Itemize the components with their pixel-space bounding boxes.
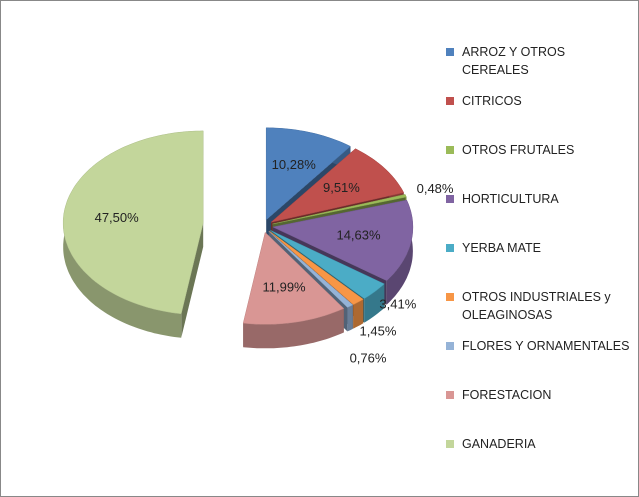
legend-label: CITRICOS bbox=[462, 94, 522, 108]
legend-label: OTROS FRUTALES bbox=[462, 143, 575, 157]
data-label: 9,51% bbox=[323, 180, 360, 195]
legend-swatch bbox=[446, 48, 454, 56]
legend-label: OTROS INDUSTRIALES y OLEAGINOSAS bbox=[462, 290, 611, 322]
legend-label: FORESTACION bbox=[462, 388, 552, 402]
legend-item: FLORES Y ORNAMENTALES bbox=[445, 337, 635, 386]
slice-side bbox=[353, 299, 364, 329]
slice bbox=[272, 199, 414, 281]
legend-swatch bbox=[446, 293, 454, 301]
data-label: 1,45% bbox=[360, 324, 397, 339]
legend-label: YERBA MATE bbox=[462, 241, 541, 255]
slice bbox=[270, 148, 405, 223]
data-label: 10,28% bbox=[272, 157, 317, 172]
legend-label: ARROZ Y OTROS CEREALES bbox=[462, 45, 566, 77]
slice bbox=[272, 194, 407, 225]
legend-item: ARROZ Y OTROS CEREALES bbox=[445, 43, 635, 92]
slice-side bbox=[347, 304, 353, 332]
legend-item: FORESTACION bbox=[445, 386, 635, 435]
legend-swatch bbox=[446, 195, 454, 203]
slice bbox=[268, 231, 354, 308]
legend-item: GANADERIA bbox=[445, 435, 635, 484]
legend-item: OTROS INDUSTRIALES y OLEAGINOSAS bbox=[445, 288, 635, 337]
slice bbox=[265, 127, 351, 221]
legend: ARROZ Y OTROS CEREALES CITRICOS OTROS FRUT… bbox=[445, 43, 635, 484]
data-label: 11,99% bbox=[262, 279, 306, 294]
legend-swatch bbox=[446, 97, 454, 105]
legend-label: GANADERIA bbox=[462, 437, 536, 451]
slice bbox=[62, 130, 204, 315]
data-label: 47,50% bbox=[95, 210, 140, 225]
legend-item: YERBA MATE bbox=[445, 239, 635, 288]
legend-item: CITRICOS bbox=[445, 92, 635, 141]
data-label: 3,41% bbox=[379, 297, 416, 312]
legend-swatch bbox=[446, 440, 454, 448]
slice bbox=[269, 230, 364, 305]
legend-item: HORTICULTURA bbox=[445, 190, 635, 239]
legend-label: FLORES Y ORNAMENTALES bbox=[462, 339, 630, 353]
legend-item: OTROS FRUTALES bbox=[445, 141, 635, 190]
slice-side bbox=[386, 200, 413, 305]
legend-swatch bbox=[446, 391, 454, 399]
slice-wall bbox=[181, 222, 204, 338]
legend-label: HORTICULTURA bbox=[462, 192, 559, 206]
slice-side bbox=[364, 283, 385, 323]
legend-swatch bbox=[446, 244, 454, 252]
data-label: 14,63% bbox=[336, 228, 381, 243]
slice bbox=[242, 231, 345, 325]
legend-swatch bbox=[446, 146, 454, 154]
slice-side bbox=[243, 308, 344, 349]
slice bbox=[270, 230, 385, 299]
data-label: 0,76% bbox=[350, 351, 387, 366]
legend-swatch bbox=[446, 342, 454, 350]
data-label: 0,48% bbox=[417, 181, 454, 196]
